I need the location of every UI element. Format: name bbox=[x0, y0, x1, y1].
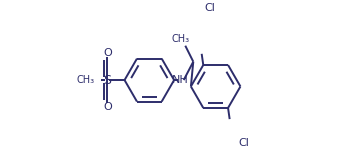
Text: Cl: Cl bbox=[205, 3, 216, 13]
Text: NH: NH bbox=[172, 75, 189, 85]
Text: O: O bbox=[103, 48, 112, 58]
Text: CH₃: CH₃ bbox=[77, 75, 95, 85]
Text: CH₃: CH₃ bbox=[172, 34, 190, 44]
Text: Cl: Cl bbox=[238, 138, 249, 148]
Text: O: O bbox=[103, 102, 112, 112]
Text: S: S bbox=[103, 74, 111, 87]
